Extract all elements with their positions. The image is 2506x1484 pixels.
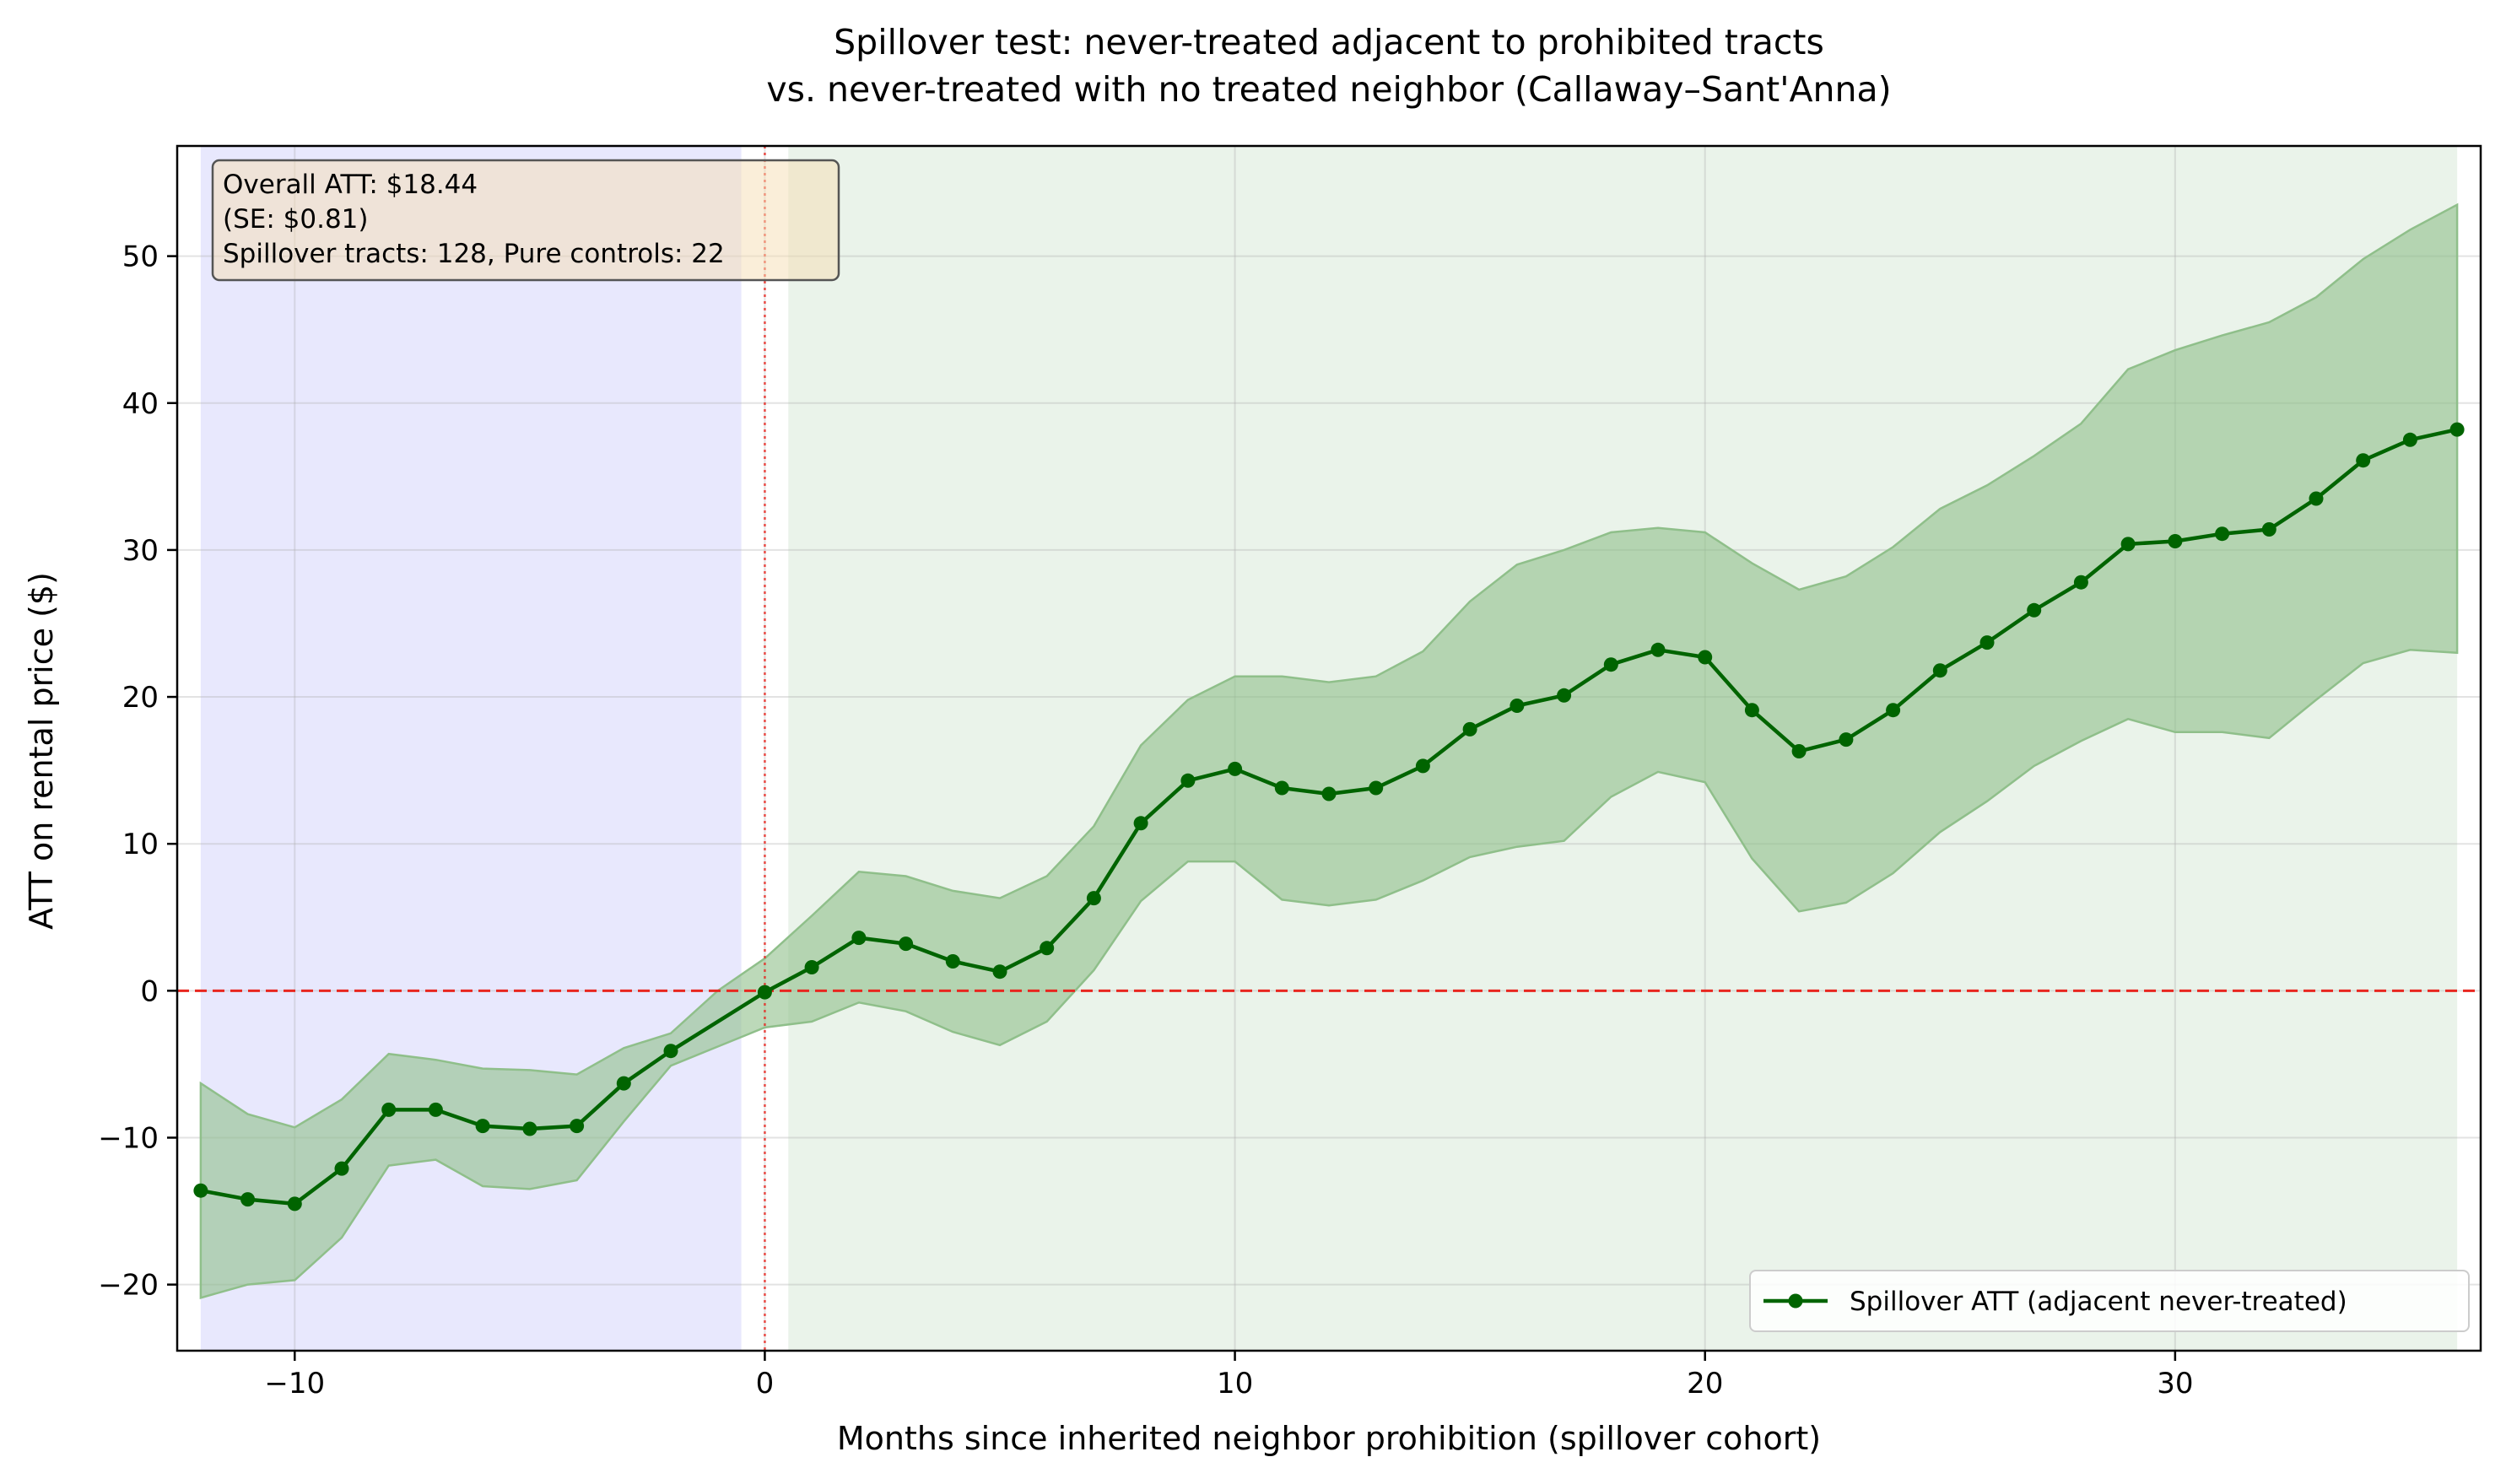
data-point — [804, 960, 819, 974]
data-point — [570, 1119, 585, 1134]
data-point — [1886, 703, 1901, 718]
y-axis-label: ATT on rental price ($) — [23, 572, 60, 930]
axes-frame — [176, 144, 2482, 1352]
data-point — [2261, 522, 2276, 537]
data-point — [1744, 703, 1759, 718]
data-point — [193, 1183, 208, 1198]
data-point — [992, 964, 1007, 979]
x-tick-label: 30 — [2157, 1367, 2193, 1400]
reference-lines — [177, 146, 2481, 1351]
y-tick-label: −20 — [98, 1269, 159, 1303]
x-tick-label: 0 — [756, 1367, 775, 1400]
y-axis-ticks: −20 −10 0 10 20 30 40 50 — [98, 240, 177, 1303]
legend-box — [1749, 1270, 2470, 1332]
series-layer — [193, 422, 2465, 1211]
y-tick-label: 20 — [122, 681, 159, 715]
data-point — [240, 1192, 256, 1207]
data-point — [2402, 432, 2417, 447]
data-point — [945, 954, 960, 969]
data-point — [522, 1121, 537, 1136]
data-point — [899, 936, 914, 952]
x-tick-label: −10 — [264, 1367, 325, 1400]
annotation-sample-counts: Spillover tracts: 128, Pure controls: 22 — [223, 239, 725, 269]
y-tick-label: 30 — [122, 534, 159, 568]
annotation-se: (SE: $0.81) — [223, 204, 369, 235]
data-point — [334, 1161, 349, 1176]
data-point — [1133, 816, 1148, 831]
data-point — [287, 1196, 302, 1211]
y-tick-label: 40 — [122, 387, 159, 421]
data-point — [1462, 721, 1477, 737]
legend: Spillover ATT (adjacent never-treated) — [1749, 1270, 2470, 1332]
chart-title-line-1: Spillover test: never-treated adjacent t… — [834, 22, 1824, 62]
data-point — [381, 1102, 397, 1117]
data-point — [1839, 732, 1854, 747]
data-point — [1603, 657, 1618, 672]
data-point — [1180, 773, 1196, 788]
x-axis-label: Months since inherited neighbor prohibit… — [837, 1420, 1821, 1457]
data-point — [1932, 663, 1947, 678]
data-point — [2168, 534, 2183, 548]
x-axis-ticks: −10 0 10 20 30 — [264, 1351, 2193, 1400]
data-point — [2449, 422, 2465, 437]
series-line — [200, 427, 2458, 1206]
y-tick-label: 0 — [140, 974, 159, 1008]
plot-frame — [176, 144, 2482, 1352]
x-tick-label: 10 — [1217, 1367, 1253, 1400]
data-point — [2215, 526, 2230, 542]
data-point — [428, 1102, 443, 1117]
y-tick-label: 50 — [122, 240, 159, 274]
data-point — [1228, 761, 1243, 776]
y-tick-label: −10 — [98, 1121, 159, 1155]
data-point — [2309, 491, 2324, 506]
data-point — [663, 1044, 678, 1059]
legend-entry-label: Spillover ATT (adjacent never-treated) — [1850, 1287, 2347, 1317]
data-point — [1650, 642, 1666, 657]
data-point — [1321, 786, 1337, 801]
data-point — [1698, 650, 1713, 665]
legend-marker-swatch — [1788, 1293, 1803, 1309]
data-point — [1510, 699, 1525, 713]
data-point — [2356, 453, 2371, 468]
data-point — [1791, 744, 1807, 758]
data-point — [1086, 891, 1101, 906]
annotation-overall-att: Overall ATT: $18.44 — [223, 170, 478, 200]
data-point — [2120, 537, 2136, 552]
data-point — [1415, 758, 1430, 774]
data-point — [1979, 635, 1995, 650]
annotation-box-background — [211, 159, 840, 282]
y-tick-label: 10 — [122, 828, 159, 861]
data-point — [1369, 780, 1384, 796]
x-tick-label: 20 — [1687, 1367, 1723, 1400]
data-point — [2073, 575, 2088, 590]
data-point — [475, 1119, 490, 1134]
data-point — [757, 985, 772, 1000]
data-point — [1557, 688, 1572, 703]
annotation-box: Overall ATT: $18.44 (SE: $0.81) Spillove… — [211, 159, 840, 282]
data-point — [2027, 602, 2042, 618]
data-point — [851, 931, 867, 946]
data-point — [616, 1076, 631, 1091]
data-point — [1274, 780, 1289, 796]
chart-title-line-2: vs. never-treated with no treated neighb… — [766, 69, 1891, 110]
data-point — [1040, 941, 1055, 956]
